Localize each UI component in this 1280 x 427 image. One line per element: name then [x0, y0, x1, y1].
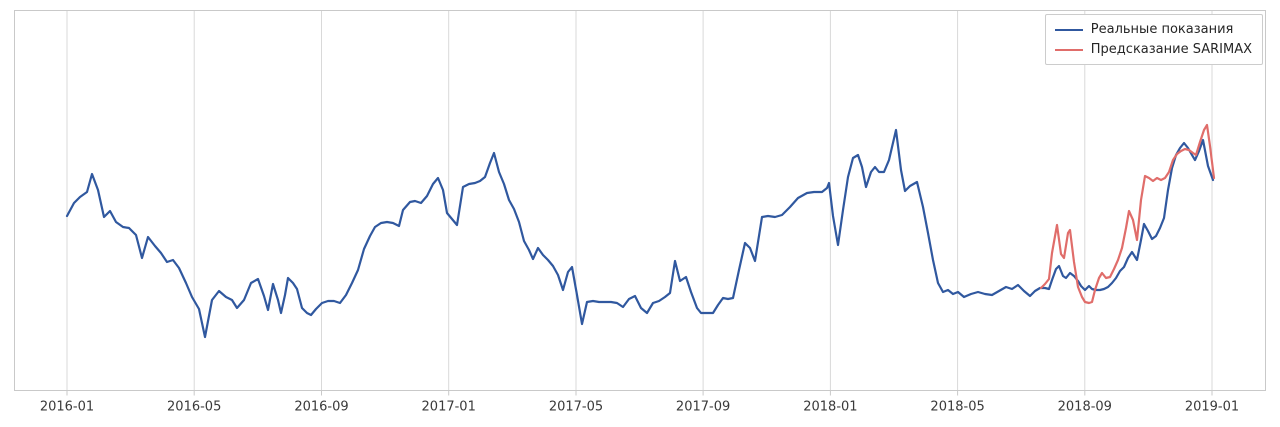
svg-text:2018-01: 2018-01: [803, 400, 857, 415]
legend-line-swatch-real: [1054, 28, 1083, 31]
plot-border: [14, 10, 1266, 391]
svg-text:2016-05: 2016-05: [167, 400, 221, 415]
svg-text:2016-09: 2016-09: [294, 400, 348, 415]
legend-label-sarimax: Предсказание SARIMAX: [1090, 42, 1252, 57]
legend-item-real: Реальные показания: [1054, 22, 1252, 37]
svg-text:2017-01: 2017-01: [422, 400, 476, 415]
svg-text:2017-09: 2017-09: [676, 400, 730, 415]
gridlines: [66, 10, 1213, 391]
legend: Реальные показания Предсказание SARIMAX: [1044, 14, 1263, 65]
svg-text:2019-01: 2019-01: [1185, 400, 1239, 415]
svg-text:2016-01: 2016-01: [40, 400, 94, 415]
legend-item-sarimax: Предсказание SARIMAX: [1054, 42, 1252, 57]
x-tick-marks: [66, 390, 1213, 396]
x-tick-labels: 2016-01 2016-05 2016-09 2017-01 2017-05 2017-…: [40, 400, 1239, 415]
legend-line-swatch-sarimax: [1054, 48, 1083, 51]
svg-text:2018-09: 2018-09: [1058, 400, 1112, 415]
svg-text:2018-05: 2018-05: [930, 400, 984, 415]
svg-text:2017-05: 2017-05: [549, 400, 603, 415]
series-line-real: [65, 128, 1215, 339]
series-line-sarimax: [1039, 123, 1216, 305]
legend-label-real: Реальные показания: [1090, 22, 1234, 37]
